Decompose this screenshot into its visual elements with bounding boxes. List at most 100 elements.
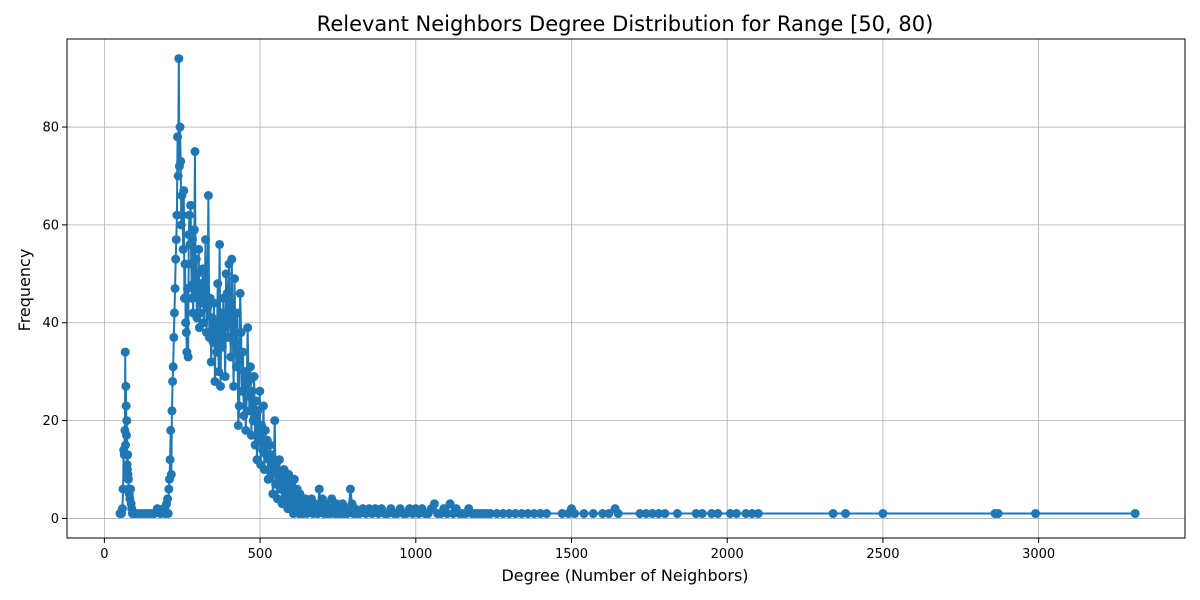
data-point <box>203 191 213 201</box>
data-point <box>165 455 175 465</box>
data-point <box>660 509 670 519</box>
data-point <box>201 235 211 245</box>
data-point <box>1130 509 1140 519</box>
data-point <box>178 210 188 220</box>
data-point <box>223 332 233 342</box>
data-point <box>993 509 1003 519</box>
data-point <box>168 376 178 386</box>
data-point <box>228 318 238 328</box>
data-point <box>216 308 226 318</box>
data-point <box>713 509 723 519</box>
x-tick-label: 0 <box>100 547 108 562</box>
series-layer <box>115 54 1140 519</box>
data-point <box>230 337 240 347</box>
y-tick-label: 60 <box>42 218 59 233</box>
data-point <box>641 509 651 519</box>
data-point <box>492 509 502 519</box>
data-point <box>236 328 246 338</box>
data-point <box>166 469 176 479</box>
data-point <box>248 416 258 426</box>
data-point <box>121 430 131 440</box>
data-point <box>517 509 527 519</box>
data-point <box>221 269 231 279</box>
data-point <box>209 298 219 308</box>
data-point <box>176 220 186 230</box>
data-point <box>173 132 183 142</box>
data-point <box>604 509 614 519</box>
data-point <box>179 186 189 196</box>
data-point <box>181 328 191 338</box>
data-point <box>841 509 851 519</box>
y-tick-label: 80 <box>42 121 59 136</box>
data-point <box>429 499 439 509</box>
data-point <box>171 235 181 245</box>
data-point <box>220 372 230 382</box>
data-point <box>535 509 545 519</box>
x-tick-label: 2500 <box>866 547 899 562</box>
data-point <box>247 386 257 396</box>
data-point <box>828 509 838 519</box>
data-point <box>243 323 253 333</box>
data-point <box>188 235 197 245</box>
data-point <box>255 386 265 396</box>
data-point <box>202 303 212 313</box>
data-point <box>588 509 598 519</box>
data-point <box>260 425 270 435</box>
x-tick-label: 1000 <box>399 547 432 562</box>
data-point <box>208 337 218 347</box>
data-point <box>732 509 742 519</box>
data-point <box>169 332 179 342</box>
data-point <box>164 484 174 494</box>
data-point <box>529 509 539 519</box>
data-point <box>213 279 223 289</box>
data-point <box>579 509 589 519</box>
data-point <box>181 318 191 328</box>
data-point <box>121 440 131 450</box>
data-point <box>697 509 707 519</box>
data-point <box>180 259 190 269</box>
data-point <box>270 416 280 426</box>
data-point <box>598 509 608 519</box>
data-point <box>120 347 130 357</box>
plot-frame <box>66 38 1186 539</box>
data-point <box>259 465 269 475</box>
data-point <box>170 284 180 293</box>
data-point <box>691 509 701 519</box>
data-point <box>169 308 179 318</box>
data-point <box>249 372 259 382</box>
x-tick-label: 1500 <box>555 547 588 562</box>
data-point <box>486 509 496 519</box>
data-point <box>211 318 221 328</box>
data-point <box>226 352 236 362</box>
data-point <box>635 509 645 519</box>
data-point <box>227 254 237 264</box>
data-point <box>445 499 455 509</box>
data-point <box>183 352 193 362</box>
data-point <box>233 420 243 430</box>
data-point <box>747 509 757 519</box>
data-point <box>613 509 623 519</box>
data-point <box>267 450 277 460</box>
data-point <box>229 381 239 391</box>
y-tick-label: 0 <box>51 512 59 527</box>
y-tick-label: 40 <box>42 316 59 331</box>
data-point <box>163 509 173 519</box>
data-point <box>878 509 888 519</box>
data-point <box>274 455 284 465</box>
data-point <box>191 254 201 264</box>
x-tick-label: 500 <box>248 547 273 562</box>
data-point <box>259 401 269 411</box>
data-point <box>174 54 184 64</box>
data-point <box>498 509 508 519</box>
data-point <box>179 293 189 303</box>
data-point <box>654 509 664 519</box>
data-point <box>289 474 299 484</box>
data-point <box>231 362 241 372</box>
data-point <box>246 430 256 440</box>
data-point <box>123 474 133 484</box>
data-point <box>741 509 751 519</box>
data-point <box>186 200 196 210</box>
data-point <box>235 288 245 298</box>
x-tick-label: 2000 <box>711 547 744 562</box>
